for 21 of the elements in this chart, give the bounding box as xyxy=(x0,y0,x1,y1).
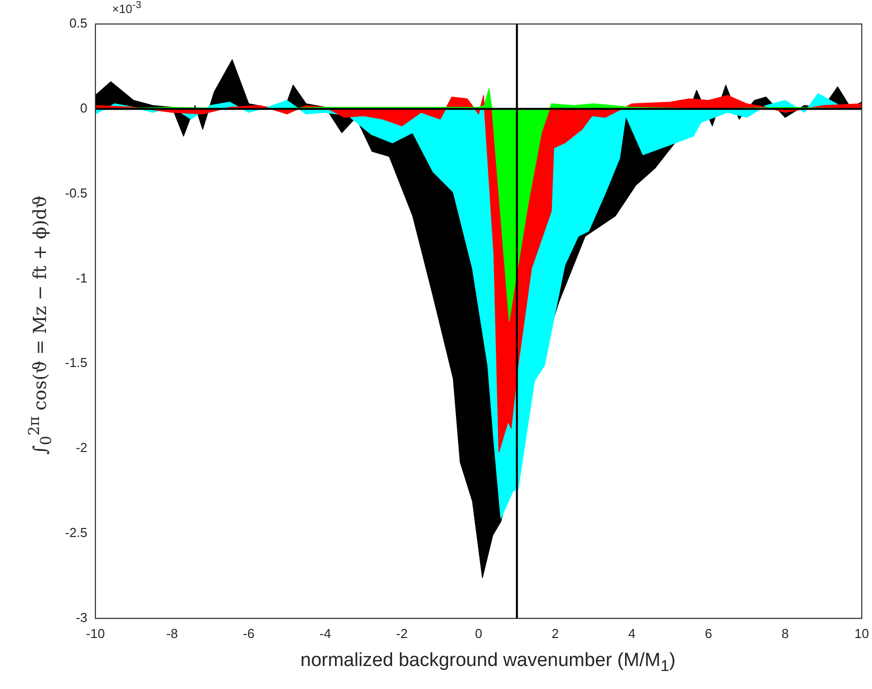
x-tick-label: 4 xyxy=(628,626,636,641)
x-axis-title: normalized background wavenumber (M/M$_{1}$) xyxy=(299,650,677,676)
x-tick-label: -6 xyxy=(242,626,254,641)
x-tick-label: 10 xyxy=(854,626,870,641)
y-tick-label: -3 xyxy=(76,610,88,625)
y-tick-label: -1.5 xyxy=(64,355,88,370)
x-tick-label: -10 xyxy=(86,626,105,641)
x-tick-label: 8 xyxy=(782,626,789,641)
x-tick-label: -8 xyxy=(166,626,178,641)
y-tick-label: 0 xyxy=(80,100,88,116)
y-tick-label: 0.5 xyxy=(69,16,88,31)
x-tick-label: 6 xyxy=(704,626,712,641)
x-tick-label: -4 xyxy=(320,626,332,641)
y-tick-label: -2 xyxy=(76,440,88,456)
x-tick-label: -2 xyxy=(396,626,408,641)
y-tick-label: -1 xyxy=(76,270,88,286)
x-tick-label: 0 xyxy=(474,626,482,641)
text: ×10$^{-3}$ xyxy=(112,0,142,16)
y-tick-label: -0.5 xyxy=(64,185,88,200)
x-tick-label: 2 xyxy=(552,626,559,641)
y-tick-label: -2.5 xyxy=(64,525,88,540)
